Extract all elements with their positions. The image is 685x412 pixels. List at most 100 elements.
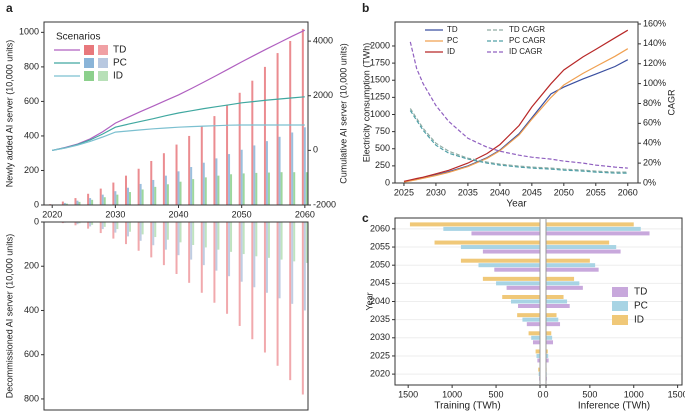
y-tick-label: 200 — [24, 261, 39, 271]
y-tick-label: 120% — [643, 58, 666, 68]
y-tick-label: 40% — [643, 138, 661, 148]
bar — [303, 222, 306, 311]
x-tick-label: 2045 — [522, 187, 542, 197]
training-bar — [518, 304, 540, 308]
y2-axis-title: Cumulative AI server (10,000 units) — [338, 43, 348, 184]
bar — [253, 145, 256, 205]
x-tick-label: 2060 — [295, 209, 315, 219]
cumulative-line — [52, 29, 306, 151]
bar — [99, 188, 102, 205]
bar — [112, 182, 115, 205]
inference-bar — [546, 240, 610, 245]
x-tick-label: 1500 — [668, 389, 685, 399]
bar — [204, 177, 207, 205]
bar — [291, 222, 294, 304]
y-tick-label: 800 — [24, 393, 39, 403]
bar — [200, 126, 203, 205]
bar — [228, 222, 231, 277]
training-bar — [531, 335, 540, 340]
plot-frame — [43, 21, 309, 206]
y-tick-label: 400 — [24, 305, 39, 315]
legend-label: TD — [447, 25, 458, 34]
bar — [101, 194, 104, 205]
bar — [177, 171, 180, 205]
y-tick-label: 0% — [643, 177, 656, 187]
x-axis-title: Training (TWh) — [434, 401, 500, 412]
bar — [87, 222, 90, 229]
training-bar — [522, 317, 540, 322]
bar — [226, 222, 229, 314]
training-bar — [460, 258, 540, 263]
bar — [162, 153, 165, 205]
legend-swatch — [84, 45, 94, 55]
training-bar — [482, 249, 540, 254]
x-tick-label: 2050 — [232, 209, 252, 219]
bar — [116, 222, 119, 230]
x-tick-label: 2030 — [105, 209, 125, 219]
series-line — [403, 48, 629, 183]
y2-axis-title: CAGR — [666, 89, 676, 116]
bar — [152, 179, 155, 205]
bar — [217, 175, 220, 205]
legend-title: Scenarios — [56, 32, 100, 43]
y-tick-label: 1500 — [370, 75, 390, 85]
inference-bar — [546, 331, 552, 336]
y-tick-label: 2000 — [313, 90, 333, 100]
axis-gap — [540, 218, 546, 385]
bar — [251, 222, 254, 340]
bar — [61, 201, 64, 205]
bar — [127, 222, 129, 237]
bar — [188, 222, 191, 283]
bar — [267, 172, 270, 205]
training-bar — [538, 367, 540, 372]
y-tick-label: 4000 — [313, 35, 333, 45]
y-tick-label: 2030 — [370, 332, 390, 342]
cumulative-line — [52, 96, 305, 151]
bar — [213, 222, 216, 303]
bar — [204, 222, 207, 248]
x-tick-label: 0 — [543, 389, 548, 399]
bar — [200, 222, 203, 293]
bar — [305, 172, 308, 205]
series-line — [409, 41, 628, 169]
y-tick-label: 2000 — [370, 40, 390, 50]
inference-bar — [546, 353, 549, 358]
bar — [150, 160, 153, 205]
x-tick-label: 2035 — [458, 187, 478, 197]
bar — [215, 158, 218, 205]
training-bar — [532, 340, 540, 345]
bar — [217, 222, 220, 250]
inference-bar — [546, 245, 617, 250]
bar — [226, 104, 229, 205]
x-tick-label: 2030 — [426, 187, 446, 197]
inference-bar — [546, 340, 554, 345]
legend-swatch — [98, 71, 108, 81]
bar — [301, 222, 304, 395]
bar — [190, 167, 193, 205]
legend-label: PC — [447, 36, 458, 45]
bar — [65, 203, 68, 205]
series-line — [409, 108, 628, 173]
training-bar — [471, 231, 540, 236]
inference-bar — [546, 304, 570, 308]
bar — [89, 198, 92, 205]
inference-bar — [546, 231, 650, 236]
y-tick-label: 600 — [24, 96, 39, 106]
bar — [127, 187, 129, 205]
bar — [103, 222, 106, 227]
series-line — [403, 59, 629, 183]
bar — [114, 191, 117, 205]
bar — [78, 201, 81, 205]
bar — [137, 222, 140, 251]
bar — [255, 172, 258, 205]
bar — [101, 222, 104, 230]
bar — [76, 222, 79, 225]
legend-label: PC — [113, 58, 127, 69]
bar — [278, 136, 281, 205]
y-tick-label: 2045 — [370, 278, 390, 288]
bar — [291, 132, 294, 205]
bar — [305, 222, 308, 263]
bar — [141, 189, 144, 205]
bar — [164, 222, 167, 250]
